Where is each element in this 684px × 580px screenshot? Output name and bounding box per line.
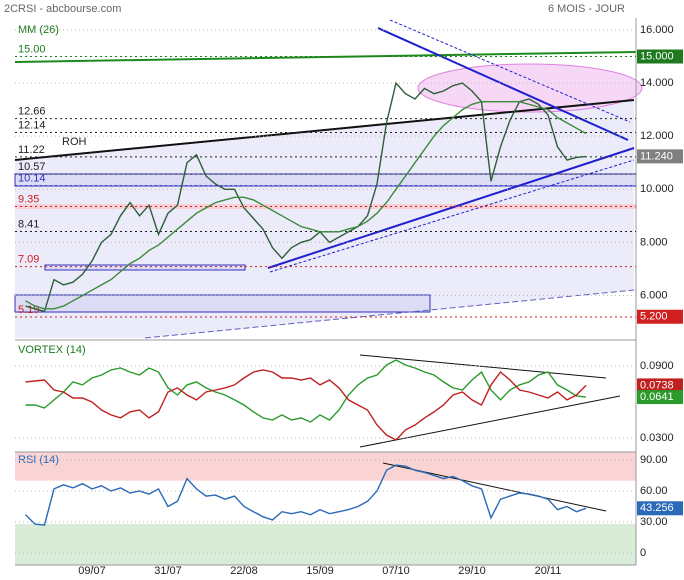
trendline	[14, 99, 635, 161]
y-tick-label: 12.000	[640, 130, 674, 142]
y-tick-label: 6.000	[640, 289, 668, 301]
value-tag	[637, 149, 683, 164]
y-tick-label: 30.00	[640, 516, 668, 528]
x-tick-label: 20/11	[535, 565, 562, 577]
y-tick-label: 8.000	[640, 236, 668, 248]
trendline	[269, 159, 635, 273]
level-label: 8.41	[18, 218, 39, 230]
level-label: 11.22	[18, 144, 45, 156]
trendline	[377, 27, 629, 141]
series-line	[25, 359, 587, 423]
x-tick-label: 22/08	[230, 565, 258, 577]
value-tag	[637, 49, 683, 64]
trendline	[389, 19, 631, 123]
level-label: 12.66	[18, 106, 46, 118]
level-label: 7.09	[18, 253, 39, 265]
panel-title: RSI (14)	[18, 454, 59, 466]
value-tag-label: 5.200	[640, 311, 668, 323]
series-line	[25, 101, 587, 310]
y-tick-label: 16.000	[640, 24, 674, 36]
box	[44, 264, 246, 271]
value-tag	[637, 501, 683, 516]
y-tick-label: 0	[640, 547, 646, 559]
level-label: 9.35	[18, 193, 39, 205]
channel-fill	[15, 100, 634, 338]
y-tick-label: 10.000	[640, 183, 674, 195]
series-line	[25, 81, 587, 313]
band	[15, 524, 636, 565]
header-left: 2CRSI - abcbourse.com	[4, 3, 121, 15]
box	[14, 173, 637, 187]
value-tag-label: 0.0641	[640, 391, 674, 403]
y-tick-label: 0.0300	[640, 432, 674, 444]
value-tag	[637, 378, 683, 393]
value-tag	[637, 309, 683, 324]
box	[14, 294, 431, 313]
value-tag-label: 11.240	[640, 150, 673, 162]
value-tag-label: 0.0738	[640, 379, 674, 391]
trendline	[359, 395, 621, 448]
level-label: 10.14	[18, 172, 46, 184]
zone	[417, 63, 643, 113]
header-right: 6 MOIS - JOUR	[548, 3, 625, 15]
trendline	[359, 354, 607, 379]
value-tag-label: 43.256	[640, 502, 674, 514]
band	[15, 452, 636, 481]
annotation: ROH	[62, 136, 87, 148]
x-tick-label: 29/10	[458, 565, 486, 577]
x-tick-label: 15/09	[306, 565, 334, 577]
y-tick-label: 0.0900	[640, 360, 674, 372]
level-label: 12.14	[18, 119, 46, 131]
panel-title: MM (26)	[18, 24, 59, 36]
x-tick-label: 09/07	[78, 565, 106, 577]
series-line	[25, 369, 587, 441]
value-tag	[637, 390, 683, 405]
x-tick-label: 07/10	[382, 565, 410, 577]
trendline	[144, 289, 635, 339]
series-line	[25, 464, 587, 526]
level-label: 10.57	[18, 161, 46, 173]
panel-title: VORTEX (14)	[18, 344, 86, 356]
value-tag-label: 15.000	[640, 50, 674, 62]
y-tick-label: 60.00	[640, 485, 668, 497]
x-tick-label: 31/07	[154, 565, 182, 577]
level-label: 15.00	[18, 43, 46, 55]
y-tick-label: 90.00	[640, 454, 668, 466]
level-label: 5.19	[18, 304, 39, 316]
layout	[14, 18, 643, 566]
y-tick-label: 14.000	[640, 77, 674, 89]
trendline	[267, 147, 635, 269]
